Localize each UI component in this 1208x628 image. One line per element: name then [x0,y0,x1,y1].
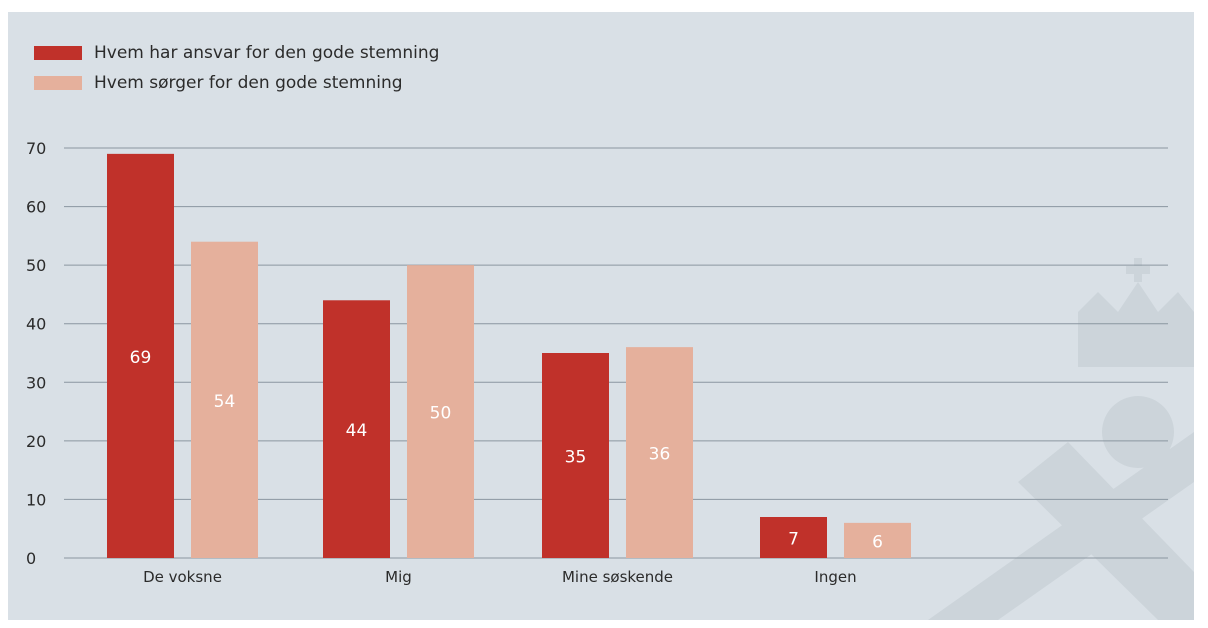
bar-mine-søskende-series-2 [626,347,693,558]
y-tick-label: 50 [26,256,46,275]
legend: Hvem har ansvar for den gode stemning Hv… [34,38,439,98]
chart-panel: 0 10 20 30 40 50 60 70 69 54 De voksne 44 50 Mig 35 36 M… [8,12,1194,620]
x-tick-label: Mine søskende [562,568,673,586]
y-tick-label: 40 [26,315,46,334]
legend-label-series-2: Hvem sørger for den gode stemning [94,73,403,93]
watermark-cross-h [1126,266,1150,274]
y-tick-label: 70 [26,139,46,158]
x-tick-label: Mig [385,568,412,586]
bars [107,153,911,558]
bar-value-label: 7 [788,530,799,550]
bar-value-label: 6 [872,532,883,552]
bar-value-label: 50 [430,404,452,424]
legend-swatch-series-1 [34,46,82,60]
legend-item-series-1: Hvem har ansvar for den gode stemning [34,38,439,68]
y-tick-label: 30 [26,373,46,392]
watermark-crown [1078,282,1194,367]
crown-watermark [928,258,1194,620]
watermark-orb [1102,396,1174,468]
bar-value-label: 35 [565,448,587,468]
x-tick-label: Ingen [814,568,856,586]
bar-value-label: 44 [346,421,368,441]
legend-label-series-1: Hvem har ansvar for den gode stemning [94,43,440,63]
bar-ingen-series-1 [760,517,827,558]
bar-ingen-series-2 [844,522,911,558]
y-tick-label: 20 [26,432,46,451]
watermark-diagonal-b [928,432,1194,620]
bar-mig-series-2 [407,265,474,558]
bar-value-label: 69 [130,348,152,368]
y-tick-label: 60 [26,198,46,217]
y-tick-label: 10 [26,490,46,509]
bar-value-label: 54 [214,392,236,412]
bar-value-label: 36 [649,445,671,465]
bar-mig-series-1 [323,300,390,558]
bar-chart: 0 10 20 30 40 50 60 70 69 54 De voksne 44 50 Mig 35 36 M… [26,139,1194,620]
bar-mine-søskende-series-1 [542,353,609,558]
bar-de-voksne-series-2 [191,241,258,558]
labels: 0 10 20 30 40 50 60 70 69 54 De voksne 44 50 Mig 35 36 M… [26,139,883,586]
x-tick-label: De voksne [143,568,222,586]
legend-item-series-2: Hvem sørger for den gode stemning [34,68,439,98]
legend-swatch-series-2 [34,76,82,90]
bar-de-voksne-series-1 [107,153,174,558]
y-tick-label: 0 [26,549,36,568]
